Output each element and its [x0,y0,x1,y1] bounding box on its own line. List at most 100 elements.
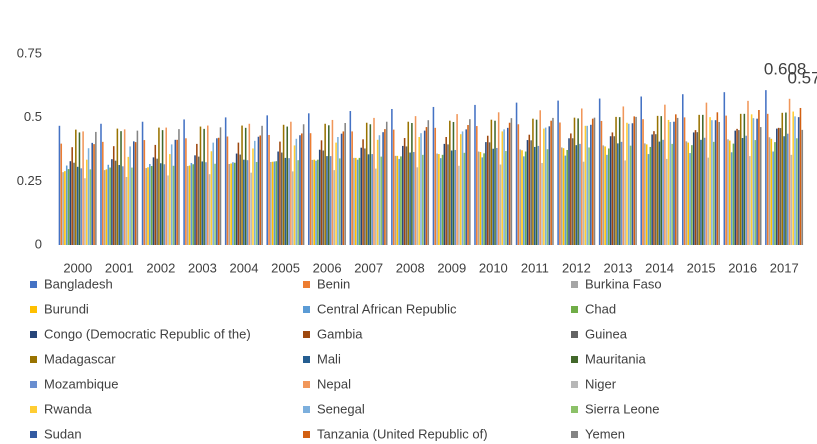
bar [768,137,771,245]
bar [577,118,579,245]
bar [80,168,83,245]
bar [716,112,719,245]
bar [163,164,166,245]
bar [64,171,66,245]
bar [194,155,196,245]
bar [188,165,191,245]
bar [375,168,377,245]
bar [103,170,106,245]
bar [420,133,422,245]
bar [254,140,256,245]
bar [582,161,585,245]
bar [95,131,97,245]
bar [458,165,460,245]
bar [174,139,177,245]
bar [777,127,780,245]
legend-swatch [30,281,37,288]
value-label: 0.608 [764,60,807,79]
bar [626,122,628,245]
bar [230,163,232,245]
bar [405,146,408,245]
bar [519,149,521,245]
bar [317,159,319,245]
bar [552,117,554,245]
bar [533,146,536,245]
bar [169,154,171,245]
bar [461,131,464,245]
bar [741,138,744,245]
bar [743,113,746,245]
bar [170,144,173,245]
bar [781,112,784,245]
bar [208,174,211,245]
bar [259,135,262,245]
bar [590,124,592,245]
bar [250,172,252,245]
bar [588,147,590,245]
legend-swatch [303,431,310,438]
bar [665,158,668,245]
bar [373,117,375,245]
bar [593,117,596,245]
bar [485,142,487,245]
bar [681,94,684,246]
bar [486,135,489,245]
bar [351,131,353,245]
bar [266,115,268,245]
bar [691,145,693,245]
bar [331,119,334,245]
bar [344,122,346,245]
bar [360,147,363,245]
x-tick-label: 2017 [770,260,799,275]
bar [301,133,303,245]
legend-swatch [303,331,310,338]
legend-swatch [303,381,310,388]
bar [156,158,158,245]
bar [356,159,359,245]
bar [550,120,552,245]
bar [65,165,68,245]
bar [219,127,222,245]
bar [412,152,415,245]
bar [772,151,774,245]
bar [78,132,81,245]
legend-swatch [571,281,578,288]
bar [671,143,673,245]
bar [273,161,276,245]
bar [73,162,75,245]
x-tick-label: 2010 [479,260,508,275]
bar [277,151,279,245]
legend-swatch [30,331,37,338]
bar [243,159,245,245]
bar [543,128,545,245]
bar [696,132,699,245]
bar [730,152,733,245]
bar [526,140,529,245]
bar [197,156,200,245]
bar [496,147,498,245]
bar [365,122,368,245]
bar [143,140,146,245]
bar [288,158,290,245]
bar [707,157,710,245]
y-tick-label: 0.25 [17,173,42,188]
bar [488,142,491,245]
legend-swatch [571,331,578,338]
bar [523,156,525,245]
x-tick-label: 2007 [354,260,383,275]
bar [600,120,603,245]
bar [779,128,782,245]
bar [633,116,636,246]
bar [727,139,729,245]
bar [524,151,527,245]
bar [438,154,440,245]
legend-label: Rwanda [44,401,92,416]
bar [340,133,343,245]
bar [580,108,583,245]
bar [205,162,207,245]
bar [62,172,64,245]
bar [396,155,399,245]
bar [75,129,77,245]
bar [299,135,301,245]
bar [313,159,316,245]
